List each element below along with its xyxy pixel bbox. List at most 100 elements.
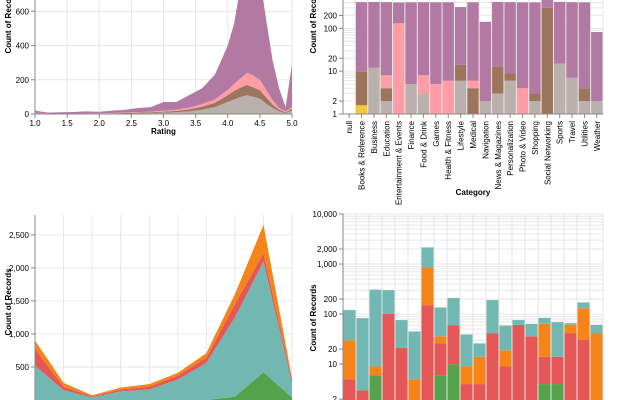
bar-segment <box>551 384 564 400</box>
bar-segment <box>369 375 382 400</box>
bar-segment <box>430 2 442 85</box>
category-label: Utilities <box>580 121 589 147</box>
bar-segment <box>405 2 417 85</box>
y-tick-label: 2,000 <box>9 264 30 273</box>
y-tick-label: 10 <box>328 360 337 369</box>
area-series-2 <box>35 253 292 398</box>
x-tick-label: 2.5 <box>126 119 138 128</box>
bar-segment <box>421 267 434 306</box>
bar-segment <box>393 2 405 24</box>
y-tick-label: 200 <box>324 295 338 304</box>
bar-segment <box>356 318 369 391</box>
bars-group <box>355 0 603 114</box>
x-axis-title: Category <box>456 188 491 197</box>
bar-segment <box>454 7 467 65</box>
bar-segment <box>492 93 504 114</box>
chart-3: 500 1,000 1,500 2,000 2,500 Count of Records <box>4 215 293 400</box>
bar-segment <box>467 2 479 81</box>
bar-segment <box>538 384 551 400</box>
y-tick-label: 0 <box>25 110 30 119</box>
bar-segment <box>590 333 603 400</box>
bar-segment <box>504 80 516 114</box>
bar-segment <box>577 302 590 309</box>
bar-segment <box>447 325 460 365</box>
bar-segment <box>479 101 492 114</box>
y-tick-label: 100 <box>324 310 338 319</box>
bar-segment <box>442 80 454 114</box>
bar-segment <box>541 0 553 8</box>
bar-segment <box>590 324 603 334</box>
bar-segment <box>395 348 408 400</box>
bar-segment <box>417 2 430 76</box>
y-tick-label: 600 <box>16 7 30 16</box>
x-tick-label: 4.5 <box>254 119 266 128</box>
bar-segment <box>566 77 578 114</box>
bar-segment <box>380 101 393 114</box>
bar-segment <box>516 88 529 114</box>
y-tick-label: 2,500 <box>9 231 30 240</box>
y-tick-label: 1,500 <box>9 297 30 306</box>
area-series-3 <box>35 224 292 397</box>
bar-segment <box>504 2 516 74</box>
bar-segment <box>492 66 504 94</box>
y-axis-title: Count of Records <box>309 0 318 54</box>
bar-segment <box>447 364 460 400</box>
bar-segment <box>512 320 525 325</box>
bar-segment <box>516 2 529 89</box>
bar-segment <box>551 356 564 385</box>
y-tick-label: 10,000 <box>313 210 338 219</box>
category-label: Health & Fitness <box>444 121 453 180</box>
x-tick-label: 2.0 <box>94 119 106 128</box>
bar-segment <box>566 2 578 78</box>
y-axis-title: Count of Records <box>4 0 13 54</box>
bar-segment <box>460 366 473 385</box>
bar-segment <box>355 71 368 106</box>
y-tick-label: 500 <box>16 363 30 372</box>
bar-segment <box>538 323 551 357</box>
bar-segment <box>417 75 430 94</box>
bar-segment <box>460 334 473 367</box>
category-label: Business <box>370 121 379 153</box>
bar-segment <box>577 339 590 400</box>
category-label: Social Networking <box>543 121 552 185</box>
bar-segment <box>577 308 590 340</box>
bar-segment <box>460 384 473 400</box>
y-tick-label: 200 <box>324 11 338 20</box>
bar-segment <box>504 73 516 81</box>
bar-segment <box>382 313 395 400</box>
bar-segment <box>380 2 393 76</box>
bar-segment <box>434 375 447 400</box>
bar-segment <box>343 340 356 380</box>
bar-segment <box>473 384 486 400</box>
bar-segment <box>405 84 417 114</box>
bar-segment <box>529 93 541 102</box>
bar-segment <box>434 336 447 344</box>
bar-segment <box>529 101 541 114</box>
category-label: Food & Drink <box>419 120 428 168</box>
bars-group <box>343 247 603 400</box>
x-tick-label: 5.0 <box>286 119 298 128</box>
bar-segment <box>343 379 356 400</box>
category-label: Personalization <box>506 121 515 176</box>
bar-segment <box>538 317 551 324</box>
category-label: Games <box>432 121 441 147</box>
bar-segment <box>421 247 434 268</box>
category-label: News & Magazines <box>494 121 503 189</box>
bar-segment <box>380 88 393 102</box>
category-label: Education <box>382 121 391 157</box>
bar-segment <box>356 390 369 400</box>
bar-segment <box>343 310 356 341</box>
category-label: Shopping <box>531 121 540 155</box>
bar-segment <box>591 101 603 114</box>
y-tick-label: 200 <box>16 76 30 85</box>
x-axis-title: Rating <box>151 127 176 136</box>
bar-segment <box>578 101 591 114</box>
y-tick-label: 10 <box>328 67 337 76</box>
x-tick-label: 3.5 <box>190 119 202 128</box>
bar-segment <box>564 323 577 325</box>
area-series-3 <box>35 0 292 114</box>
category-label: Travel <box>568 121 577 143</box>
y-tick-label: 1 <box>333 110 338 119</box>
bar-segment <box>499 366 512 400</box>
x-tick-label: 1.0 <box>29 119 41 128</box>
